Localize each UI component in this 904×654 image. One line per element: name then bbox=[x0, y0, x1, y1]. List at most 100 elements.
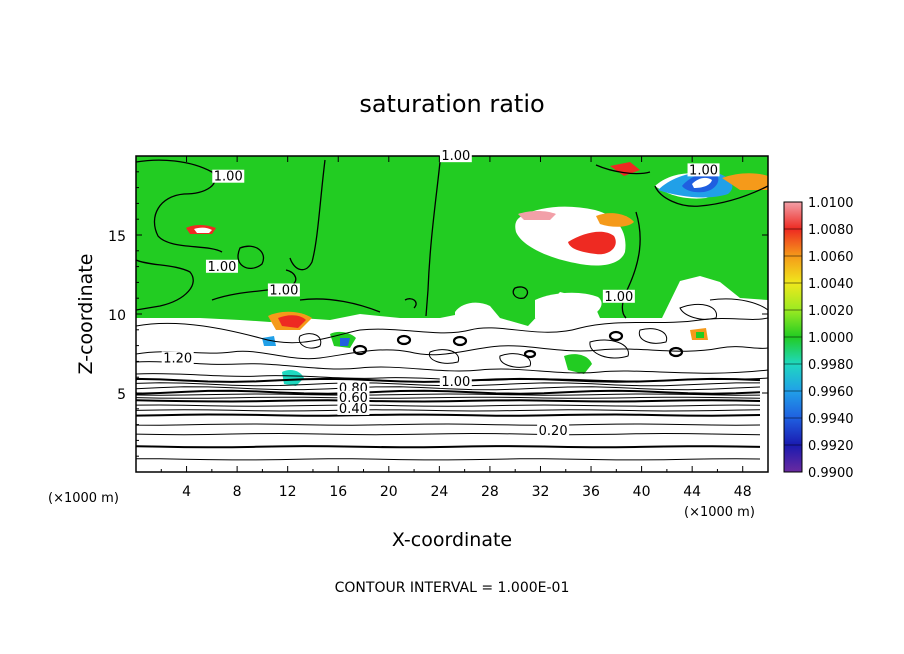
colorbar-segment bbox=[784, 310, 802, 337]
white-patch bbox=[692, 177, 712, 188]
contour-line bbox=[136, 413, 761, 417]
colorbar: 0.9900 0.9920 0.9940 0.9960 0.9980 1.0000 1.00… bbox=[783, 196, 854, 481]
contour-label: 1.00 bbox=[441, 375, 470, 390]
chart-title: saturation ratio bbox=[359, 90, 544, 118]
contour-line bbox=[136, 393, 761, 396]
contour-label: 1.00 bbox=[689, 163, 718, 178]
contour-label-bg bbox=[439, 375, 472, 389]
colorbar-tick-label: 1.0060 bbox=[808, 250, 854, 265]
contour-label: 1.00 bbox=[269, 283, 298, 298]
contour-label: 1.00 bbox=[441, 149, 470, 164]
red-patch bbox=[610, 162, 640, 176]
colorbar-segment bbox=[784, 445, 802, 472]
x-axis-label: X-coordinate bbox=[392, 529, 512, 551]
contours-bold-loops bbox=[352, 330, 684, 359]
colorbar-segment bbox=[784, 202, 802, 229]
green-patch bbox=[696, 332, 704, 338]
orange-patch bbox=[722, 173, 768, 190]
y-tick-label: 15 bbox=[108, 229, 126, 245]
green-patch bbox=[564, 354, 592, 374]
white-patch bbox=[194, 227, 212, 233]
x-tick-label: 44 bbox=[683, 484, 701, 500]
colorbar-tick-label: 0.9900 bbox=[808, 466, 854, 481]
contour-interval-note: CONTOUR INTERVAL = 1.000E-01 bbox=[335, 580, 570, 596]
contour-label-bg bbox=[602, 289, 635, 303]
colorbar-tick-label: 1.0100 bbox=[808, 196, 854, 211]
red-patch bbox=[568, 231, 616, 255]
x-tick-label: 48 bbox=[734, 484, 752, 500]
contour-label: 0.20 bbox=[539, 424, 568, 439]
colorbar-segment bbox=[784, 364, 802, 391]
contour-label-bg bbox=[439, 149, 472, 163]
plot-area bbox=[136, 156, 768, 461]
x-tick-label: 40 bbox=[633, 484, 651, 500]
x-tick-label: 32 bbox=[532, 484, 550, 500]
x-tick-label: 28 bbox=[481, 484, 499, 500]
colorbar-segment bbox=[784, 229, 802, 256]
colorbar-segment bbox=[784, 391, 802, 418]
contour-label-bg bbox=[267, 283, 300, 297]
orange-patch bbox=[596, 213, 634, 227]
y-axis: 5 10 15 bbox=[108, 171, 768, 457]
contour-label-bg bbox=[337, 401, 370, 415]
contour-line bbox=[136, 396, 761, 399]
blue-patch bbox=[340, 338, 350, 346]
white-patch bbox=[455, 302, 500, 318]
colorbar-tick-label: 1.0080 bbox=[808, 223, 854, 238]
x-tick-label: 8 bbox=[233, 484, 242, 500]
colorbar-tick-label: 0.9920 bbox=[808, 439, 854, 454]
contour-label-bg bbox=[537, 424, 570, 438]
x-tick-label: 24 bbox=[430, 484, 448, 500]
colorbar-tick-label: 1.0000 bbox=[808, 331, 854, 346]
contour-label-bg bbox=[337, 390, 370, 404]
colorbar-segment bbox=[784, 418, 802, 445]
colorbar-tick-label: 0.9960 bbox=[808, 385, 854, 400]
x-tick-label: 12 bbox=[279, 484, 297, 500]
cyan-patch bbox=[262, 336, 276, 346]
contour-labels: 1.001.00 1.001.001.00 1.001.201.000.800.60… bbox=[161, 149, 720, 439]
contour-label-bg bbox=[205, 259, 238, 273]
colorbar-tick-label: 0.9940 bbox=[808, 412, 854, 427]
y-tick-label: 5 bbox=[117, 387, 126, 403]
contour-line bbox=[136, 389, 761, 395]
colorbar-tick-label: 1.0020 bbox=[808, 304, 854, 319]
x-unit-right: (×1000 m) bbox=[684, 505, 755, 520]
contour-line bbox=[136, 404, 761, 407]
pink-patch bbox=[518, 211, 556, 220]
colorbar-tick-label: 1.0040 bbox=[808, 277, 854, 292]
y-axis-label: Z-coordinate bbox=[75, 254, 97, 375]
contour-line bbox=[136, 432, 761, 436]
cyan-patch bbox=[282, 370, 304, 386]
x-tick-label: 36 bbox=[582, 484, 600, 500]
contour-label-bg bbox=[161, 351, 194, 365]
contour-label: 1.00 bbox=[207, 260, 236, 275]
contours-upper bbox=[136, 159, 768, 319]
colorbar-segment bbox=[784, 283, 802, 310]
x-tick-label: 20 bbox=[380, 484, 398, 500]
white-patch bbox=[535, 292, 602, 318]
contour-line bbox=[136, 445, 761, 449]
contour-line bbox=[136, 409, 761, 412]
contour-label-bg bbox=[212, 169, 245, 183]
contour-line bbox=[136, 423, 761, 426]
x-tick-label: 16 bbox=[329, 484, 347, 500]
horizontal-contours bbox=[136, 377, 761, 461]
x-axis: 4 8 12 16 20 24 28 32 36 40 44 48 bbox=[160, 156, 752, 500]
contour-line bbox=[136, 399, 761, 403]
contour-label: 0.40 bbox=[339, 402, 368, 417]
contour-label: 1.00 bbox=[604, 290, 633, 305]
y-tick-label: 10 bbox=[108, 308, 126, 324]
colorbar-tick-label: 0.9980 bbox=[808, 358, 854, 373]
contour-line bbox=[136, 382, 760, 387]
contour-label-bg bbox=[687, 163, 720, 177]
contour-label: 1.00 bbox=[214, 170, 243, 185]
colorbar-segment bbox=[784, 337, 802, 364]
contour-line bbox=[136, 458, 761, 461]
x-tick-label: 4 bbox=[182, 484, 191, 500]
contour-label: 1.20 bbox=[163, 351, 192, 366]
red-patch bbox=[278, 315, 306, 328]
x-unit-left: (×1000 m) bbox=[48, 491, 119, 506]
contour-line bbox=[136, 377, 761, 383]
contour-line bbox=[136, 386, 761, 391]
